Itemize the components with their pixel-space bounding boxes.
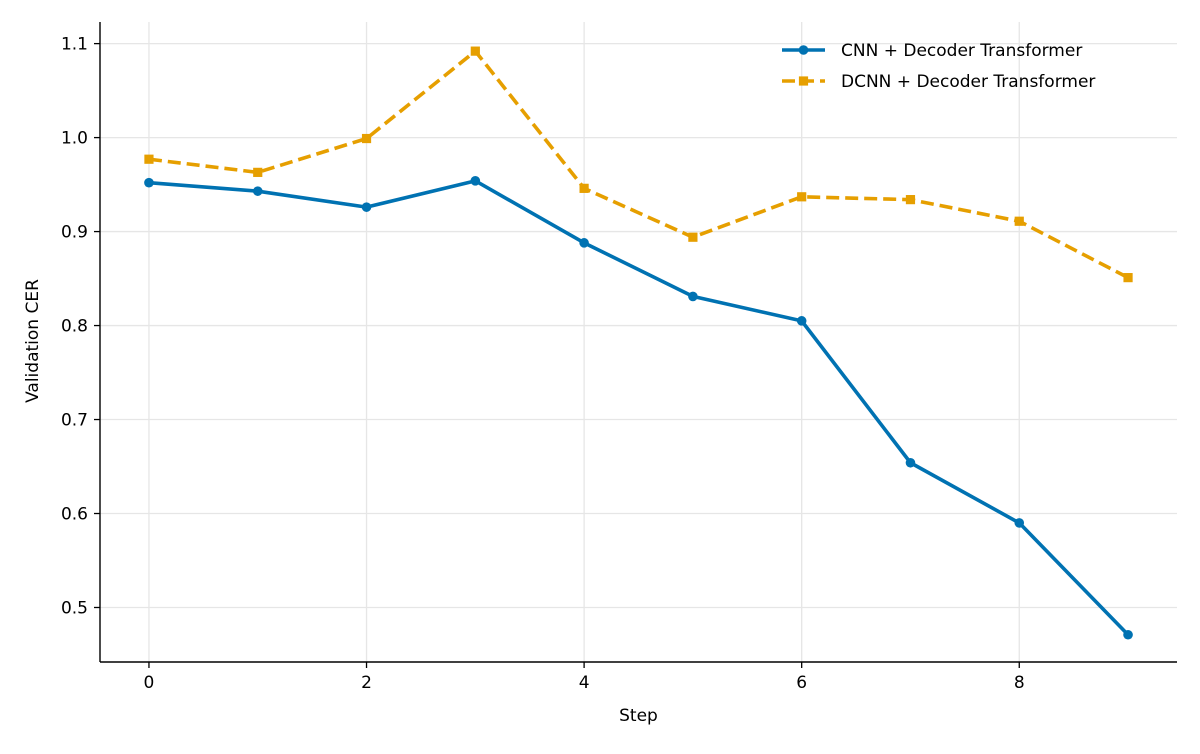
- legend-label: CNN + Decoder Transformer: [841, 41, 1082, 61]
- ticks-layer: 0 2 4 6 8 0.5 0.6 0.7 0.8 0.9 1.0 1.1: [61, 35, 1025, 693]
- data-point: [470, 176, 481, 186]
- legend-marker: [798, 76, 809, 86]
- x-tick-label: 8: [1014, 673, 1025, 693]
- data-point: [253, 167, 263, 177]
- x-tick-label: 0: [144, 673, 155, 693]
- y-axis-label: Validation CER: [23, 279, 43, 403]
- legend-marker: [798, 45, 809, 55]
- y-tick-label: 0.8: [61, 317, 88, 337]
- data-point: [1014, 216, 1024, 226]
- y-tick-label: 0.9: [61, 223, 88, 243]
- data-point: [905, 457, 916, 468]
- legend-item-cnn: CNN + Decoder Transformer: [782, 41, 1082, 61]
- y-tick-label: 0.5: [61, 598, 88, 618]
- data-point: [470, 46, 480, 56]
- legend: CNN + Decoder Transformer DCNN + Decoder …: [782, 41, 1095, 92]
- data-point: [1123, 273, 1133, 283]
- legend-label: DCNN + Decoder Transformer: [841, 72, 1095, 92]
- x-tick-label: 4: [579, 673, 590, 693]
- data-point: [796, 316, 807, 326]
- grid-layer: [100, 22, 1177, 662]
- data-point: [688, 232, 698, 242]
- data-point: [579, 183, 589, 193]
- y-tick-label: 1.1: [61, 35, 88, 55]
- y-tick-label: 0.7: [61, 411, 88, 431]
- x-tick-label: 2: [361, 673, 372, 693]
- data-point: [252, 186, 263, 196]
- data-point: [797, 192, 807, 202]
- series-line-dcnn: [148, 49, 1129, 280]
- data-point: [361, 133, 372, 144]
- data-point: [579, 238, 589, 248]
- series-cnn: [144, 176, 1133, 640]
- x-axis-label: Step: [619, 706, 658, 726]
- data-point: [361, 202, 372, 212]
- data-point: [144, 154, 154, 164]
- data-point: [905, 195, 916, 205]
- data-point: [1014, 518, 1025, 528]
- series-layer: [144, 46, 1133, 640]
- data-point: [688, 291, 698, 302]
- legend-item-dcnn: DCNN + Decoder Transformer: [782, 72, 1095, 92]
- y-tick-label: 0.6: [61, 505, 88, 525]
- data-point: [1123, 629, 1133, 640]
- data-point: [144, 177, 154, 188]
- series-dcnn: [144, 46, 1133, 283]
- series-line-cnn: [148, 179, 1130, 637]
- x-tick-label: 6: [796, 673, 807, 693]
- y-tick-label: 1.0: [61, 129, 88, 149]
- axes-layer: [99, 22, 1177, 663]
